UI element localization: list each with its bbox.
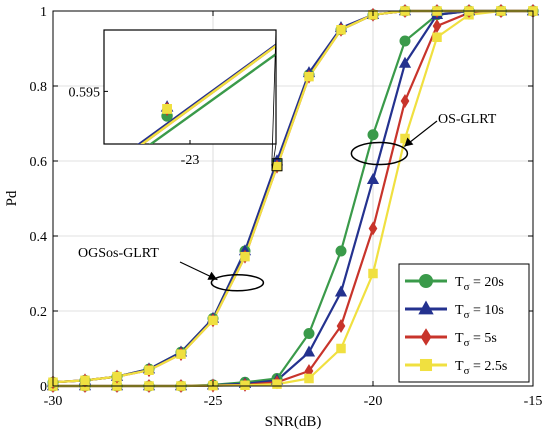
legend-marker [419,274,433,288]
annotation-arrowhead [207,271,218,280]
data-point [400,133,410,144]
axis-ticks: -30 -25 -20 -15 0 0.2 0.4 0.6 0.8 1 [30,5,543,409]
data-point [432,19,442,33]
data-point [302,345,316,357]
annotations: OS-GLRT OGSos-GLRT [78,112,497,292]
legend-marker [420,328,432,346]
zoom-connector [271,143,277,171]
legend: Tσ = 20s Tσ = 10s Tσ = 5s Tσ = 2.5s [398,263,530,383]
data-point [272,379,282,389]
legend-label: Tσ = 2.5s [455,359,507,377]
inset-series-line [140,44,276,144]
y-tick-label: 0.2 [30,305,48,320]
x-tick-label: -25 [204,394,223,409]
x-axis-label: SNR(dB) [265,414,322,430]
y-tick-label: 0.4 [30,230,48,245]
data-point [144,365,154,375]
zoom-source-box [271,158,283,172]
y-tick-label: 0 [40,380,47,395]
data-point [112,371,122,382]
data-point [334,285,348,297]
zoom-connector [271,29,277,159]
inset-data-point [162,104,172,114]
y-tick-label: 0.6 [30,155,48,170]
y-axis-label: Pd [4,190,20,206]
y-tick-label: 1 [40,5,47,20]
data-point [176,349,186,359]
data-point [398,56,412,68]
data-point [368,221,378,236]
legend-label: Tσ = 10s [455,303,504,321]
data-point [304,71,314,82]
annotation-ellipse [350,141,409,166]
data-point [272,161,282,172]
legend-label: Tσ = 20s [455,275,504,293]
x-tick-label: -30 [44,394,63,409]
data-point [335,245,347,257]
inset-y-tick-label: 0.595 [69,85,101,100]
data-point [303,328,315,339]
inset-x-tick-label: -23 [181,153,200,168]
legend-marker [418,300,434,315]
data-point [208,315,218,326]
annotation-label: OS-GLRT [438,112,497,127]
data-point [399,35,411,47]
data-point [400,94,410,108]
data-point [366,172,380,184]
data-point [240,251,250,262]
annotation-label: OGSos-GLRT [78,246,159,261]
inset-plot [137,43,276,144]
inset-series-line [148,53,276,144]
data-point [336,319,346,333]
annotation-arrowhead [404,137,414,147]
y-tick-label: 0.8 [30,80,48,95]
data-point [368,268,378,279]
plot-frame [52,10,534,387]
legend-marker [419,358,433,372]
data-point [336,25,346,35]
annotation-ellipse [210,274,265,292]
x-tick-label: -15 [524,394,543,409]
data-point [336,343,346,354]
x-tick-label: -20 [364,394,383,409]
data-point [240,380,250,390]
data-point [304,373,314,384]
zoom-inset: -23 0.595 [69,29,283,172]
data-point [367,129,379,141]
data-point [432,32,442,42]
legend-label: Tσ = 5s [455,331,497,349]
inset-frame [103,29,277,145]
data-point [80,375,90,386]
